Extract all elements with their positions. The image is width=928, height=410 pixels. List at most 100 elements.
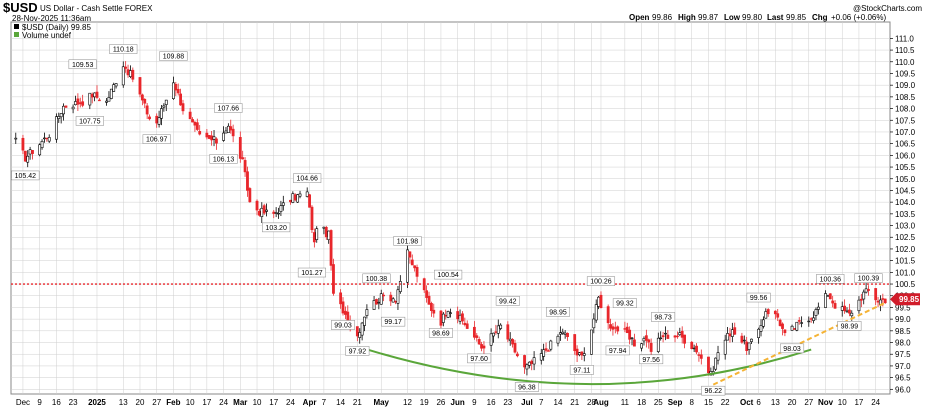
annotation-label: 99.32 [616,301,634,308]
annotation-box [467,353,492,364]
candle [525,363,529,376]
candle [38,143,42,157]
x-axis: Dec 9 16 23 2025 13 20 27 Feb 10 17 24 Mar 10 17 24 Apr 7… [16,398,881,407]
candle-body [229,126,233,131]
candle-body [883,298,887,304]
annotation-box [142,134,171,144]
candle [140,93,144,106]
candle-body [642,338,646,342]
annotation-label: 106.97 [146,137,168,144]
candle [248,187,252,203]
price-annotations: 105.42 109.53 107.75 110.18 106.97 109.88 107.… [11,44,883,396]
candle [281,195,285,211]
candle-body [499,324,503,329]
candle-body [864,288,868,293]
candle-body [105,100,108,103]
candle [23,150,27,162]
candle [174,81,178,97]
high-value: 99.87 [698,13,719,22]
annotation-box [612,298,637,308]
last-value: 99.85 [786,13,807,22]
candle-body [243,160,247,173]
candle-body [140,94,144,101]
y-tick-label: 96.5 [895,374,911,383]
annotation-box [345,346,370,356]
candle [341,297,345,316]
candle-body [71,106,75,110]
candle-body [544,348,548,351]
candle [472,321,476,340]
candle-body [76,98,80,105]
candle-body [413,265,417,269]
y-tick-label: 107.0 [895,128,916,137]
candle [647,338,651,349]
candle [523,354,526,374]
candle [198,125,202,136]
candle-body [628,329,632,340]
candle-body [198,131,202,135]
annotation-label: 97.11 [573,367,590,374]
candle-body [566,332,569,338]
annotation-box [434,269,463,280]
candle-body [599,294,603,309]
x-tick-label: Apr [303,398,317,407]
symbol-description: US Dollar - Cash Settle FOREX [40,4,153,13]
candle [499,323,503,331]
candle [867,285,870,296]
candle-body [112,84,116,92]
candle-body [162,105,166,108]
annotation-label: 97.92 [349,348,367,355]
candle [690,341,694,350]
candle-body [193,121,197,126]
candle [740,332,744,344]
candle-body [327,230,331,240]
candle-body [114,83,118,87]
candle-body [592,318,596,329]
candle [664,326,667,341]
candle-body [542,349,546,357]
x-tick-label: 27 [804,398,813,407]
x-tick-label: 11 [621,398,630,407]
candle [429,301,433,317]
annotation-label: 99.03 [334,322,352,329]
candle-body [241,157,245,160]
candle [241,150,245,160]
candle [594,299,598,323]
candle [649,338,653,358]
candle [425,285,429,303]
candle-body [222,132,225,141]
candle-body [575,348,579,356]
candle [277,207,280,219]
candle-body [561,331,565,334]
candle [31,150,34,160]
candle [795,321,799,332]
candle-body [179,93,182,106]
candle-body [131,69,135,80]
x-tick-label: 17 [202,398,211,407]
candle [762,316,765,329]
plot-frame [10,21,891,395]
candle [757,327,761,344]
annotation-box [545,307,570,317]
x-tick-label: 17 [269,398,278,407]
candle-body [107,97,111,102]
candle [246,166,249,197]
candle-body [824,293,827,308]
candle-body [329,230,333,266]
candle-body [590,329,593,355]
candle-body [310,206,314,231]
candle [723,334,727,360]
annotation-box [651,312,676,322]
candle [14,132,18,144]
candle [215,137,218,150]
x-tick-label: 22 [721,398,730,407]
candle [733,322,737,335]
candle [408,251,412,264]
candle [489,328,493,352]
annotation-box [297,267,327,278]
annotation-box [854,273,883,283]
candle-body [372,300,376,310]
candle-body [511,339,515,345]
x-tick-label: 13 [771,398,780,407]
candle-body [644,335,648,341]
